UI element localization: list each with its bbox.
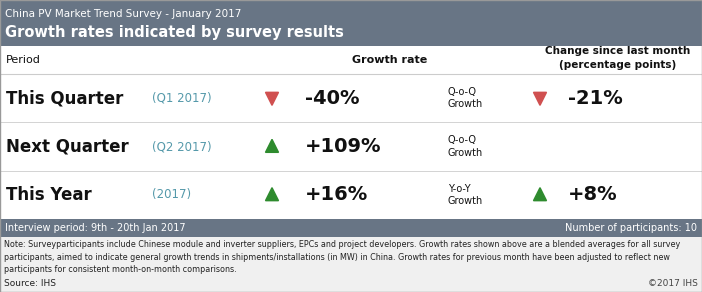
Polygon shape [265, 188, 279, 201]
Text: This Year: This Year [6, 186, 92, 204]
Bar [0, 0, 702, 46]
Text: (Q2 2017): (Q2 2017) [152, 140, 211, 153]
Text: This Quarter: This Quarter [6, 89, 124, 107]
Bar [0, 46, 702, 219]
Text: Period: Period [6, 55, 41, 65]
Text: Interview period: 9th - 20th Jan 2017: Interview period: 9th - 20th Jan 2017 [5, 223, 185, 233]
Text: Next Quarter: Next Quarter [6, 138, 128, 156]
Text: +109%: +109% [305, 137, 381, 156]
Text: Q-o-Q: Q-o-Q [448, 87, 477, 97]
Text: Growth: Growth [448, 147, 483, 157]
Text: +16%: +16% [305, 185, 369, 204]
Text: Change since last month
(percentage points): Change since last month (percentage poin… [545, 46, 691, 69]
Polygon shape [265, 92, 279, 105]
Text: Growth: Growth [448, 99, 483, 109]
Text: Growth rate: Growth rate [352, 55, 428, 65]
Text: +8%: +8% [568, 185, 618, 204]
Bar [0, 219, 702, 237]
Text: Q-o-Q: Q-o-Q [448, 135, 477, 145]
Text: -40%: -40% [305, 89, 359, 108]
Text: ©2017 IHS: ©2017 IHS [648, 279, 698, 288]
Text: (Q1 2017): (Q1 2017) [152, 92, 211, 105]
Text: (2017): (2017) [152, 188, 191, 201]
Polygon shape [534, 92, 546, 105]
Text: Growth: Growth [448, 196, 483, 206]
Text: Number of participants: 10: Number of participants: 10 [565, 223, 697, 233]
Text: Source: IHS: Source: IHS [4, 279, 56, 288]
Text: China PV Market Trend Survey - January 2017: China PV Market Trend Survey - January 2… [5, 9, 241, 19]
Text: Note: Surveyparticipants include Chinese module and inverter suppliers, EPCs and: Note: Surveyparticipants include Chinese… [4, 240, 680, 274]
Text: Y-o-Y: Y-o-Y [448, 184, 470, 194]
Polygon shape [265, 139, 279, 152]
Bar [0, 237, 702, 292]
Polygon shape [534, 188, 546, 201]
Text: Growth rates indicated by survey results: Growth rates indicated by survey results [5, 25, 344, 39]
Text: -21%: -21% [568, 89, 623, 108]
